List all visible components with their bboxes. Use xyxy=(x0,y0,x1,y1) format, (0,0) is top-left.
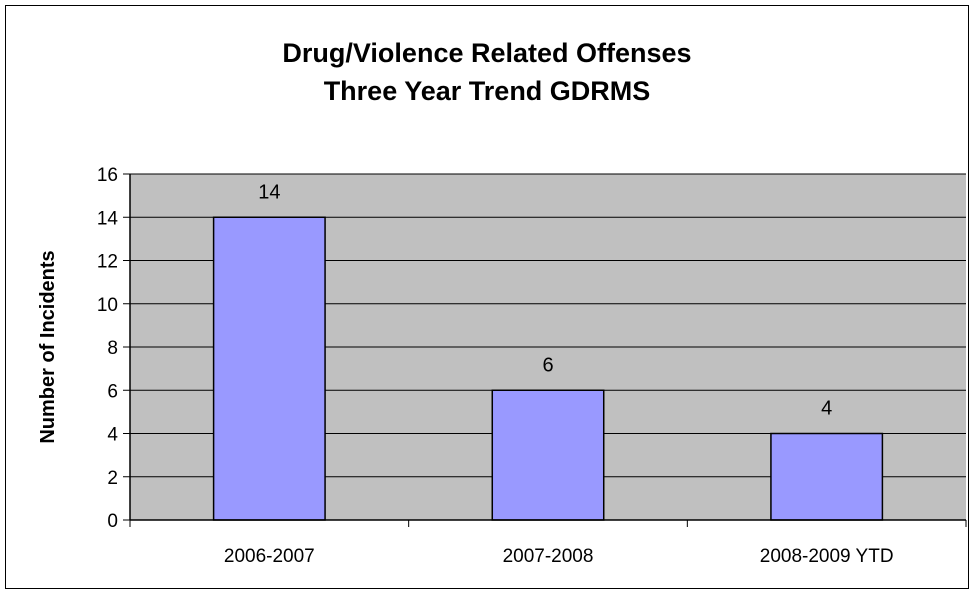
y-tick-label: 12 xyxy=(97,252,118,273)
bar xyxy=(770,432,884,521)
x-category-label: 2008-2009 YTD xyxy=(760,546,894,567)
x-category-label: 2007-2008 xyxy=(503,546,594,567)
chart-title-line-1: Drug/Violence Related Offenses xyxy=(282,38,692,68)
axes xyxy=(123,173,967,527)
data-label: 4 xyxy=(821,398,832,420)
y-tick-label: 4 xyxy=(107,425,118,446)
y-tick-label: 16 xyxy=(97,165,118,186)
data-labels: 14 6 4 xyxy=(258,181,832,419)
bar xyxy=(212,216,326,521)
y-tick-label: 2 xyxy=(107,468,118,489)
x-category-label: 2006-2007 xyxy=(224,546,315,567)
chart-title: Drug/Violence Related Offenses Three Yea… xyxy=(5,34,969,110)
y-tick-label: 10 xyxy=(97,295,118,316)
x-category-labels: 2006-2007 2007-2008 2008-2009 YTD xyxy=(224,546,894,567)
y-axis-label: Number of Incidents xyxy=(37,250,59,443)
data-label: 14 xyxy=(258,181,280,203)
y-tick-label: 0 xyxy=(107,511,118,532)
y-tick-labels: 0 2 4 6 8 10 12 14 16 xyxy=(97,165,119,532)
data-label: 6 xyxy=(542,354,553,376)
bar xyxy=(491,389,605,521)
bars xyxy=(212,216,884,521)
y-tick-label: 14 xyxy=(97,208,119,229)
y-tick-label: 8 xyxy=(107,338,118,359)
y-tick-label: 6 xyxy=(107,381,118,402)
chart-title-line-2: Three Year Trend GDRMS xyxy=(323,76,651,106)
